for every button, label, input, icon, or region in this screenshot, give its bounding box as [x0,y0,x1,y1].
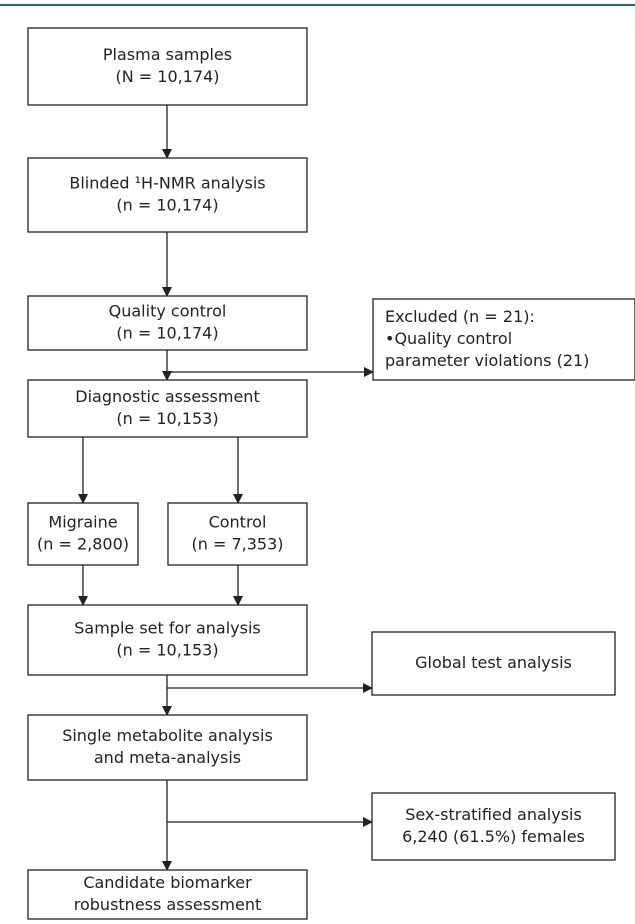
flow-box [27,157,308,233]
box-text: Control [209,513,267,532]
box-text: Blinded ¹H-NMR analysis [69,174,265,193]
flow-box [27,379,308,438]
box-text: Sample set for analysis [74,619,260,638]
flow-box [27,502,139,566]
box-text: Candidate biomarker [83,873,252,892]
box-text: Global test analysis [415,653,572,672]
flow-box [371,631,616,696]
flow-box [372,298,635,381]
flow-box [27,714,308,781]
box-text: 6,240 (61.5%) females [402,827,585,846]
box-text: (n = 10,153) [116,409,218,428]
box-text: Sex-stratified analysis [405,805,582,824]
flow-box [27,295,308,351]
box-text: (n = 10,174) [116,324,218,343]
box-text: and meta-analysis [94,748,241,767]
flow-box [371,792,616,861]
flow-box [27,869,308,920]
box-text: Excluded (n = 21): [385,307,535,326]
box-text: Plasma samples [103,45,232,64]
box-text: Single metabolite analysis [62,726,273,745]
connectors [78,105,374,871]
box-text: (N = 10,174) [115,67,219,86]
box-text: Diagnostic assessment [75,387,259,406]
box-text: robustness assessment [74,895,262,914]
box-text: (n = 7,353) [191,535,283,554]
top-rule [0,4,635,6]
flow-box [27,27,308,106]
flow-box [167,502,308,566]
box-text: Migraine [48,513,117,532]
box-text: Quality control [109,302,227,321]
box-text: •Quality control [385,329,512,348]
box-text: parameter violations (21) [385,351,589,370]
box-text: (n = 10,153) [116,641,218,660]
flow-box [27,604,308,676]
box-text: (n = 10,174) [116,196,218,215]
box-text: (n = 2,800) [37,535,129,554]
